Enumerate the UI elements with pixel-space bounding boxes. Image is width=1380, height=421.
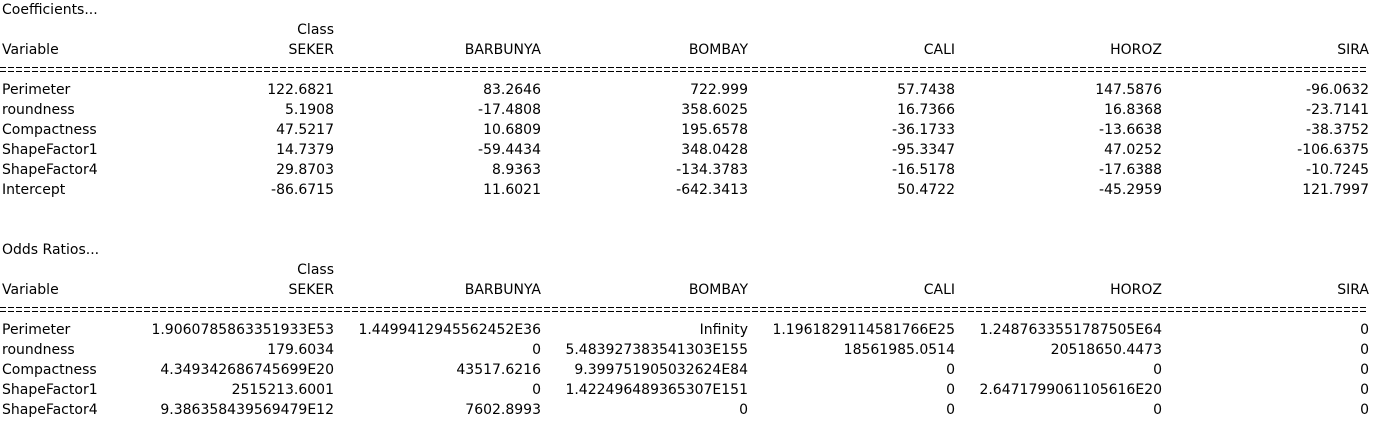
cell: 43517.6216 bbox=[456, 362, 541, 378]
cell: -17.6388 bbox=[1099, 162, 1162, 178]
row-label: roundness bbox=[2, 102, 75, 118]
row-label: Compactness bbox=[2, 362, 97, 378]
cell: 2.6471799061105616E20 bbox=[979, 382, 1162, 398]
row-label: Perimeter bbox=[2, 82, 71, 98]
cell: 0 bbox=[1360, 362, 1369, 378]
cell: 5.483927383541303E155 bbox=[565, 342, 748, 358]
cell: 722.999 bbox=[690, 82, 748, 98]
cell: 57.7438 bbox=[897, 82, 955, 98]
cell: 348.0428 bbox=[681, 142, 748, 158]
column-header: BARBUNYA bbox=[464, 282, 541, 298]
cell: -59.4434 bbox=[478, 142, 541, 158]
cell: 1.2487633551787505E64 bbox=[979, 322, 1162, 338]
column-header: BARBUNYA bbox=[464, 42, 541, 58]
row-label: ShapeFactor4 bbox=[2, 162, 98, 178]
cell: 8.9363 bbox=[492, 162, 541, 178]
cell: -10.7245 bbox=[1306, 162, 1369, 178]
section-title: Odds Ratios... bbox=[2, 242, 100, 258]
cell: 1.4499412945562452E36 bbox=[358, 322, 541, 338]
cell: 16.8368 bbox=[1104, 102, 1162, 118]
cell: 5.1908 bbox=[285, 102, 334, 118]
cell: 0 bbox=[1360, 402, 1369, 418]
cell: 20518650.4473 bbox=[1050, 342, 1162, 358]
cell: 0 bbox=[1360, 382, 1369, 398]
cell: 0 bbox=[1153, 362, 1162, 378]
section-title: Coefficients... bbox=[2, 2, 98, 18]
cell: 195.6578 bbox=[681, 122, 748, 138]
cell: 9.386358439569479E12 bbox=[160, 402, 334, 418]
cell: 358.6025 bbox=[681, 102, 748, 118]
cell: 50.4722 bbox=[897, 182, 955, 198]
class-label: Class bbox=[297, 22, 334, 38]
cell: -95.3347 bbox=[892, 142, 955, 158]
cell: 0 bbox=[1360, 342, 1369, 358]
cell: 2515213.6001 bbox=[231, 382, 334, 398]
cell: 1.1961829114581766E25 bbox=[772, 322, 955, 338]
cell: -45.2959 bbox=[1099, 182, 1162, 198]
cell: 0 bbox=[946, 382, 955, 398]
column-header: CALI bbox=[923, 42, 955, 58]
cell: 1.9060785863351933E53 bbox=[151, 322, 334, 338]
cell: 179.6034 bbox=[267, 342, 334, 358]
cell: -13.6638 bbox=[1099, 122, 1162, 138]
cell: 0 bbox=[532, 342, 541, 358]
cell: 18561985.0514 bbox=[843, 342, 955, 358]
cell: 10.6809 bbox=[483, 122, 541, 138]
separator bbox=[0, 67, 1368, 73]
variable-label: Variable bbox=[2, 42, 59, 58]
cell: 122.6821 bbox=[267, 82, 334, 98]
column-header: CALI bbox=[923, 282, 955, 298]
column-header: HOROZ bbox=[1110, 282, 1162, 298]
cell: -642.3413 bbox=[676, 182, 748, 198]
row-label: Compactness bbox=[2, 122, 97, 138]
cell: 0 bbox=[946, 402, 955, 418]
row-label: Perimeter bbox=[2, 322, 71, 338]
row-label: Intercept bbox=[2, 182, 66, 198]
cell: 0 bbox=[1153, 402, 1162, 418]
column-header: SEKER bbox=[288, 42, 335, 58]
column-header: HOROZ bbox=[1110, 42, 1162, 58]
cell: 11.6021 bbox=[483, 182, 541, 198]
column-header: BOMBAY bbox=[688, 42, 748, 58]
cell: Infinity bbox=[699, 322, 748, 338]
cell: 0 bbox=[946, 362, 955, 378]
class-label: Class bbox=[297, 262, 334, 278]
cell: 47.5217 bbox=[276, 122, 334, 138]
cell: -134.3783 bbox=[676, 162, 748, 178]
cell: 9.399751905032624E84 bbox=[574, 362, 748, 378]
cell: 14.7379 bbox=[276, 142, 334, 158]
cell: 121.7997 bbox=[1302, 182, 1369, 198]
cell: 47.0252 bbox=[1104, 142, 1162, 158]
separator bbox=[0, 307, 1368, 313]
cell: -96.0632 bbox=[1306, 82, 1369, 98]
cell: 147.5876 bbox=[1095, 82, 1162, 98]
cell: 4.349342686745699E20 bbox=[160, 362, 334, 378]
row-label: ShapeFactor1 bbox=[2, 142, 98, 158]
cell: 0 bbox=[532, 382, 541, 398]
cell: 16.7366 bbox=[897, 102, 955, 118]
cell: 1.422496489365307E151 bbox=[565, 382, 748, 398]
cell: -106.6375 bbox=[1297, 142, 1369, 158]
cell: 7602.8993 bbox=[465, 402, 541, 418]
column-header: SEKER bbox=[288, 282, 335, 298]
cell: -36.1733 bbox=[892, 122, 955, 138]
cell: -38.3752 bbox=[1306, 122, 1369, 138]
row-label: ShapeFactor1 bbox=[2, 382, 98, 398]
cell: -17.4808 bbox=[478, 102, 541, 118]
variable-label: Variable bbox=[2, 282, 59, 298]
cell: -23.7141 bbox=[1306, 102, 1369, 118]
column-header: BOMBAY bbox=[688, 282, 748, 298]
column-header: SIRA bbox=[1337, 282, 1369, 298]
row-label: roundness bbox=[2, 342, 75, 358]
column-header: SIRA bbox=[1337, 42, 1369, 58]
cell: -16.5178 bbox=[892, 162, 955, 178]
cell: 0 bbox=[1360, 322, 1369, 338]
cell: 29.8703 bbox=[276, 162, 334, 178]
cell: 83.2646 bbox=[483, 82, 541, 98]
cell: -86.6715 bbox=[271, 182, 334, 198]
row-label: ShapeFactor4 bbox=[2, 402, 98, 418]
cell: 0 bbox=[739, 402, 748, 418]
